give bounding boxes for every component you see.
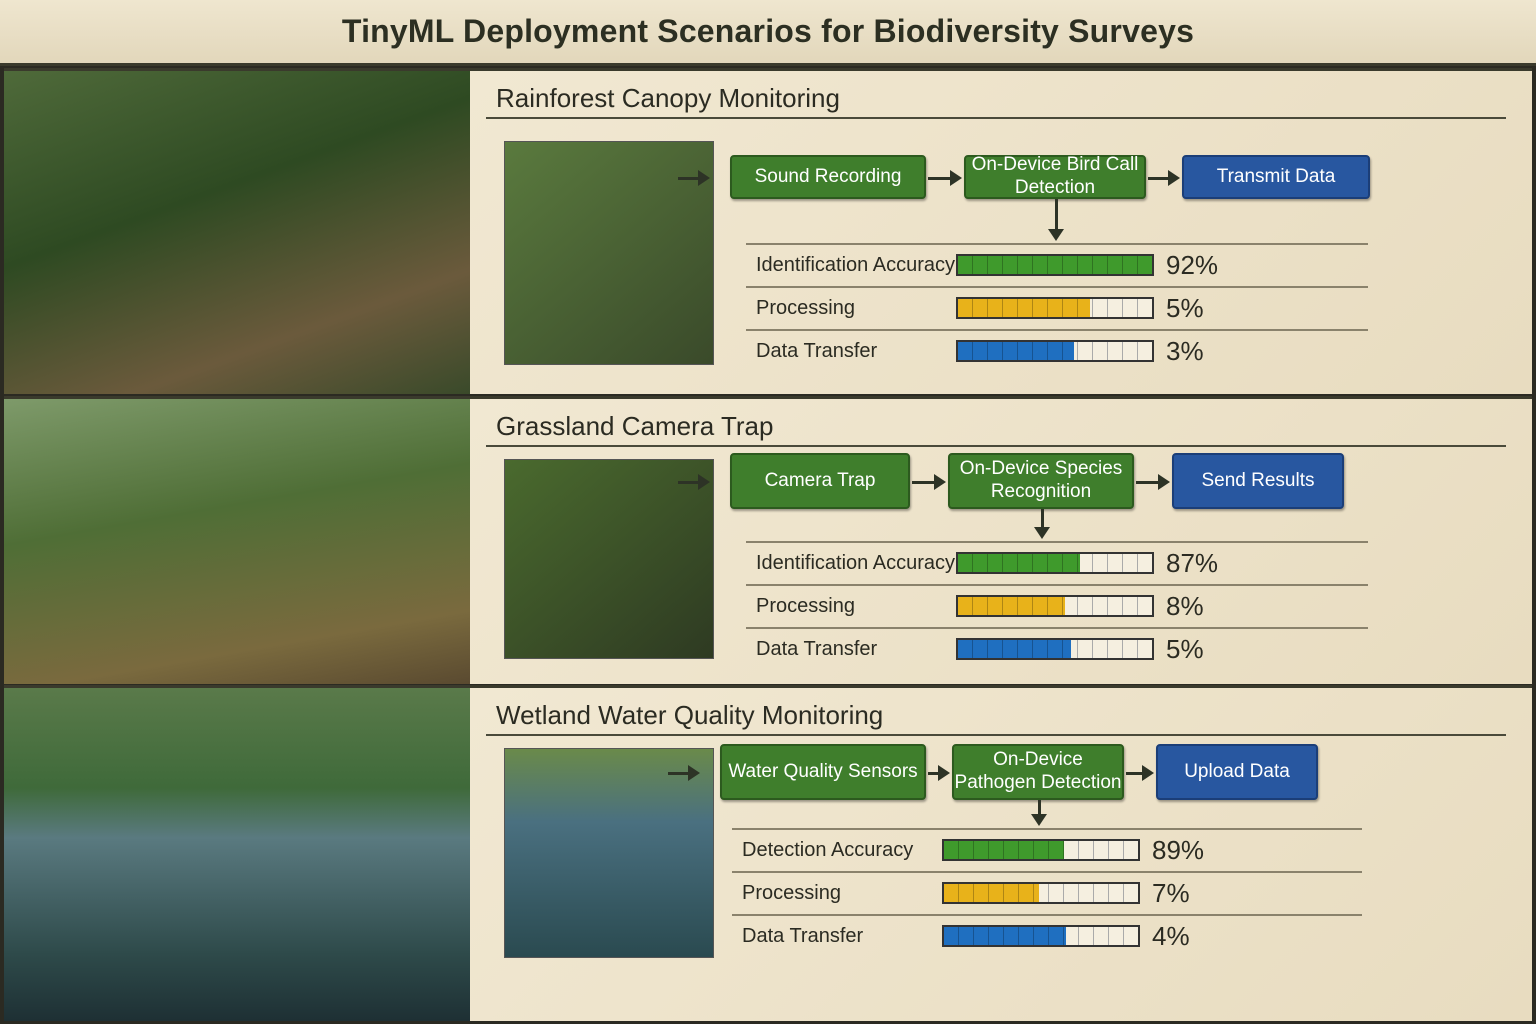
- flow-arrow: [1148, 170, 1180, 186]
- divider: [486, 117, 1506, 119]
- metric-label: Data Transfer: [756, 339, 878, 362]
- flow-step: Send Results: [1172, 453, 1344, 509]
- flow-step: Upload Data: [1156, 744, 1318, 800]
- scenario-panel: Wetland Water Quality Monitoring Water Q…: [4, 685, 1532, 1021]
- flow-arrow: [928, 765, 950, 781]
- metric-label: Data Transfer: [742, 924, 864, 947]
- flow-step-label: Water Quality Sensors: [728, 760, 918, 782]
- section-title: Grassland Camera Trap: [496, 411, 774, 441]
- flow-step-label: Transmit Data: [1216, 165, 1336, 187]
- metric-value: 89%: [1152, 834, 1205, 865]
- metric-bar-fill: [958, 299, 1090, 317]
- scene-photo: [4, 688, 470, 1021]
- flow-arrow-down: [1048, 199, 1064, 241]
- metric-value: 3%: [1166, 335, 1204, 366]
- metric-bar-fill: [958, 554, 1081, 572]
- metric-label: Processing: [756, 594, 855, 617]
- scenario-details: Wetland Water Quality Monitoring Water Q…: [470, 688, 1532, 1021]
- metric-row: Identification Accuracy 92%: [746, 243, 1368, 285]
- section-title: Wetland Water Quality Monitoring: [496, 700, 884, 730]
- metric-value: 8%: [1166, 590, 1204, 621]
- metric-value: 87%: [1166, 547, 1219, 578]
- flow-arrow: [912, 474, 946, 490]
- metric-bar-fill: [944, 841, 1065, 859]
- metric-label: Data Transfer: [756, 637, 878, 660]
- metric-bar-fill: [958, 342, 1075, 360]
- metric-label: Identification Accuracy: [756, 253, 955, 276]
- scene-photo: [4, 399, 470, 684]
- metric-label: Processing: [742, 881, 841, 904]
- metric-bar: [956, 340, 1154, 362]
- metric-value: 5%: [1166, 633, 1204, 664]
- flow-arrow: [678, 474, 710, 490]
- metric-row: Data Transfer 4%: [732, 914, 1362, 956]
- flow-arrow-down: [1031, 800, 1047, 826]
- metric-label: Processing: [756, 296, 855, 319]
- device-thumbnail: [504, 459, 714, 659]
- metric-label: Identification Accuracy: [756, 551, 955, 574]
- flow-step-label: Upload Data: [1184, 760, 1290, 782]
- metric-bar: [956, 595, 1154, 617]
- flow-arrow: [678, 170, 710, 186]
- flow-step-label: Camera Trap: [764, 469, 876, 491]
- flow-step: Sound Recording: [730, 155, 926, 199]
- metric-value: 5%: [1166, 292, 1204, 323]
- metric-value: 92%: [1166, 249, 1219, 280]
- flow-step: Water Quality Sensors: [720, 744, 926, 800]
- flow-arrow: [1126, 765, 1154, 781]
- metric-bar: [956, 552, 1154, 574]
- metric-bar-fill: [958, 640, 1071, 658]
- flow-step: Transmit Data: [1182, 155, 1370, 199]
- metric-row: Data Transfer 5%: [746, 627, 1368, 669]
- scene-photo: [4, 71, 470, 394]
- metric-bar: [942, 839, 1140, 861]
- metric-bar: [956, 638, 1154, 660]
- divider: [486, 734, 1506, 736]
- metric-row: Data Transfer 3%: [746, 329, 1368, 371]
- flow-step: On-Device Bird Call Detection: [964, 154, 1146, 199]
- metric-row: Processing 7%: [732, 871, 1362, 913]
- metric-bar-fill: [944, 884, 1040, 902]
- metric-bar-fill: [944, 927, 1067, 945]
- flow-step-label: Send Results: [1201, 469, 1315, 491]
- device-thumbnail: [504, 141, 714, 365]
- metric-value: 4%: [1152, 920, 1190, 951]
- metric-bar: [942, 882, 1140, 904]
- metric-bar: [942, 925, 1140, 947]
- flow-step: On-Device Species Recognition: [948, 453, 1134, 509]
- scenario-details: Rainforest Canopy Monitoring Sound Recor…: [470, 71, 1532, 394]
- section-title: Rainforest Canopy Monitoring: [496, 83, 840, 113]
- title-bar: TinyML Deployment Scenarios for Biodiver…: [0, 0, 1536, 66]
- flow-step-label: On-Device Pathogen Detection: [954, 749, 1122, 793]
- metric-row: Processing 8%: [746, 584, 1368, 626]
- flow-step: Camera Trap: [730, 453, 910, 509]
- metric-row: Processing 5%: [746, 286, 1368, 328]
- metric-label: Detection Accuracy: [742, 838, 914, 861]
- flow-step-label: On-Device Bird Call Detection: [971, 154, 1139, 198]
- metric-bar: [956, 297, 1154, 319]
- metric-row: Identification Accuracy 87%: [746, 541, 1368, 583]
- scenario-panel: Rainforest Canopy Monitoring Sound Recor…: [4, 68, 1532, 394]
- flow-arrow: [928, 170, 962, 186]
- page-title: TinyML Deployment Scenarios for Biodiver…: [341, 13, 1195, 49]
- metric-row: Detection Accuracy 89%: [732, 828, 1362, 870]
- scenario-panel: Grassland Camera Trap Camera Trap On-Devi…: [4, 396, 1532, 684]
- flow-step-label: Sound Recording: [754, 165, 902, 187]
- device-thumbnail: [504, 748, 714, 958]
- flow-arrow: [668, 765, 700, 781]
- divider: [486, 445, 1506, 447]
- metric-bar-fill: [958, 256, 1152, 274]
- flow-step-label: On-Device Species Recognition: [959, 458, 1123, 502]
- metric-value: 7%: [1152, 877, 1190, 908]
- flow-arrow: [1136, 474, 1170, 490]
- flow-arrow-down: [1034, 509, 1050, 539]
- metric-bar: [956, 254, 1154, 276]
- scenario-details: Grassland Camera Trap Camera Trap On-Devi…: [470, 399, 1532, 684]
- flow-step: On-Device Pathogen Detection: [952, 744, 1124, 800]
- metric-bar-fill: [958, 597, 1065, 615]
